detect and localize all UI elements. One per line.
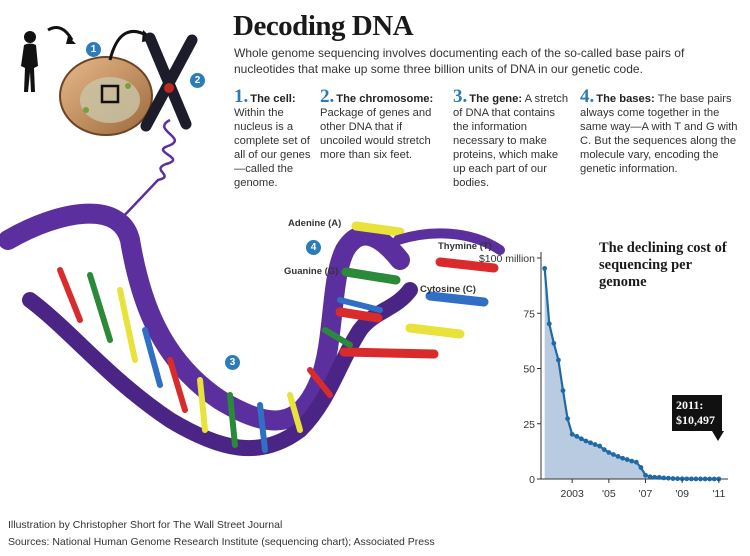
step-name: The bases: bbox=[596, 93, 655, 105]
data-point-20 bbox=[633, 459, 639, 465]
data-point-23 bbox=[647, 474, 653, 480]
data-point-1 bbox=[546, 321, 552, 327]
source-credit: Sources: National Human Genome Research … bbox=[8, 536, 435, 548]
cell-icon bbox=[59, 56, 153, 136]
label-guanine: Guanine (G) bbox=[284, 266, 339, 277]
step-text: Within the nucleus is a complete set of … bbox=[234, 107, 311, 189]
x-tick-label-2: '07 bbox=[639, 488, 653, 500]
step-name: The chromosome: bbox=[336, 93, 434, 105]
badge-1: 1 bbox=[86, 42, 101, 57]
data-point-10 bbox=[588, 440, 593, 446]
x-tick-label-3: '09 bbox=[675, 488, 689, 500]
y-tick-label-1: 25 bbox=[523, 419, 535, 431]
data-point-25 bbox=[656, 475, 662, 480]
data-point-22 bbox=[643, 472, 648, 478]
data-point-26 bbox=[661, 475, 667, 481]
data-point-4 bbox=[560, 388, 566, 393]
label-cytosine: Cytosine (C) bbox=[420, 284, 476, 295]
step-text: The base pairs always come together in t… bbox=[580, 93, 738, 175]
data-point-9 bbox=[583, 438, 589, 444]
data-point-19 bbox=[629, 458, 635, 464]
data-point-17 bbox=[620, 455, 625, 461]
data-point-12 bbox=[597, 443, 603, 449]
data-point-36 bbox=[707, 476, 713, 482]
label-adenine: Adenine (A) bbox=[288, 218, 342, 229]
x-tick-label-4: '11 bbox=[712, 488, 725, 500]
step-name: The cell: bbox=[250, 93, 296, 105]
data-point-29 bbox=[675, 476, 680, 482]
data-point-28 bbox=[670, 476, 676, 481]
y-tick-label-2: 50 bbox=[523, 364, 535, 376]
step-gene: 3. The gene: A stretch of DNA that contai… bbox=[453, 87, 569, 190]
step-number: 4. bbox=[580, 86, 595, 107]
chart-title: The declining cost of sequencing per gen… bbox=[599, 240, 727, 290]
data-point-33 bbox=[693, 476, 699, 482]
guanine-base bbox=[341, 267, 401, 285]
step-number: 1. bbox=[234, 86, 249, 107]
step-bases: 4. The bases: The base pairs always come … bbox=[580, 87, 738, 176]
y-tick-label-3: 75 bbox=[523, 308, 535, 320]
badge-3: 3 bbox=[225, 355, 240, 370]
step-chromosome: 2. The chromosome: Package of genes and o… bbox=[320, 87, 442, 162]
adenine-base-3 bbox=[405, 323, 465, 339]
step-text: Package of genes and other DNA that if u… bbox=[320, 107, 432, 161]
data-point-3 bbox=[556, 357, 561, 363]
cytosine-base bbox=[425, 291, 489, 307]
step-name: The gene: bbox=[469, 93, 523, 105]
dna-helix bbox=[0, 203, 418, 457]
illustration-credit: Illustration by Christopher Short for Th… bbox=[8, 519, 283, 531]
x-tick-label-0: 2003 bbox=[560, 488, 584, 500]
chart-points bbox=[542, 265, 722, 482]
data-point-24 bbox=[652, 474, 658, 480]
data-point-30 bbox=[679, 476, 685, 482]
data-point-37 bbox=[711, 476, 717, 482]
step-text: A stretch of DNA that contains the infor… bbox=[453, 93, 569, 189]
data-point-32 bbox=[688, 476, 694, 482]
data-point-27 bbox=[666, 475, 671, 481]
badge-4: 4 bbox=[306, 240, 321, 255]
data-point-38 bbox=[716, 476, 722, 482]
step-number: 3. bbox=[453, 86, 468, 107]
label-thymine: Thymine (T) bbox=[438, 241, 492, 252]
chart-tick-labels: 0 25 50 75 $100 million 2003 '05 '07 '09 '11 bbox=[479, 253, 725, 500]
data-point-15 bbox=[611, 452, 616, 457]
data-point-2 bbox=[551, 340, 557, 346]
data-point-13 bbox=[601, 447, 607, 453]
thymine-base bbox=[435, 257, 499, 273]
x-tick-label-1: '05 bbox=[602, 488, 616, 500]
adenine-base bbox=[351, 221, 405, 237]
data-point-11 bbox=[592, 442, 598, 447]
y-tick-label-0: 0 bbox=[529, 474, 535, 486]
badge-2: 2 bbox=[190, 73, 205, 88]
data-point-35 bbox=[702, 476, 708, 482]
data-point-0 bbox=[542, 265, 548, 271]
page-title: Decoding DNA bbox=[233, 10, 414, 42]
dna-coil bbox=[119, 118, 176, 221]
data-point-7 bbox=[574, 433, 580, 439]
data-point-18 bbox=[624, 457, 630, 462]
step-cell: 1. The cell: Within the nucleus is a comp… bbox=[234, 87, 312, 190]
page-subtitle: Whole genome sequencing involves documen… bbox=[234, 46, 685, 76]
chart-area bbox=[544, 268, 719, 479]
human-silhouette-icon bbox=[21, 31, 38, 92]
y-tick-label-4: $100 million bbox=[479, 253, 535, 265]
chart-callout: 2011: $10,497 bbox=[672, 395, 724, 441]
data-point-14 bbox=[606, 450, 612, 455]
data-point-8 bbox=[578, 436, 584, 442]
data-point-6 bbox=[569, 431, 575, 437]
data-point-31 bbox=[684, 476, 690, 482]
data-point-21 bbox=[638, 465, 644, 470]
unzipped-bases bbox=[335, 221, 499, 359]
arrow-to-cell-icon bbox=[47, 26, 74, 41]
data-point-34 bbox=[698, 476, 703, 482]
data-point-5 bbox=[565, 416, 570, 422]
chart-area-fill bbox=[544, 268, 719, 479]
step-number: 2. bbox=[320, 86, 335, 107]
data-point-16 bbox=[615, 454, 621, 459]
adenine-base-2 bbox=[335, 307, 383, 323]
